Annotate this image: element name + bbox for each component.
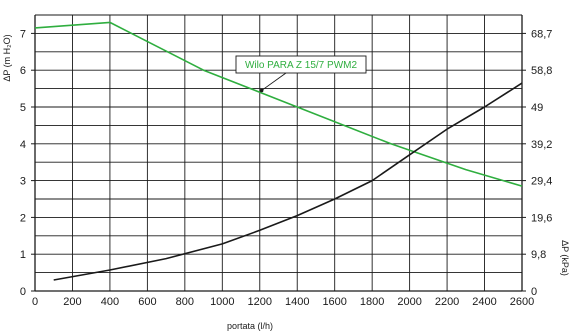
- y-tick-label-right: 39,2: [531, 139, 552, 151]
- y-tick-label-left: 6: [20, 65, 26, 77]
- x-tick-label: 600: [138, 296, 156, 308]
- x-tick-label: 0: [32, 296, 38, 308]
- y-axis-label-left: ΔP (m H₂O): [2, 34, 12, 81]
- series-layer: [34, 21, 523, 281]
- y-tick-label-left: 3: [20, 176, 26, 188]
- x-tick-label: 800: [176, 296, 194, 308]
- x-tick-label: 1400: [285, 296, 309, 308]
- y-tick-label-right: 19,6: [531, 212, 552, 224]
- x-tick-label: 2000: [397, 296, 421, 308]
- y-tick-label-right: 58,8: [531, 65, 552, 77]
- series-legend: Wilo PARA Z 15/7 PWM2: [235, 55, 367, 93]
- x-tick-label: 400: [101, 296, 119, 308]
- x-tick-label: 1600: [322, 296, 346, 308]
- y-tick-label-right: 9,8: [531, 249, 546, 261]
- legend-leader-dot: [259, 88, 264, 93]
- legend-label: Wilo PARA Z 15/7 PWM2: [245, 60, 358, 71]
- y-tick-label-right: 49: [531, 102, 543, 114]
- x-tick-label: 1800: [360, 296, 384, 308]
- y-tick-label-right: 0: [531, 286, 537, 298]
- tick-labels: 0 200 400 600 800 1000 1200 1400 1600 1800 2000 220…: [20, 28, 553, 308]
- x-tick-label: 1000: [210, 296, 234, 308]
- y-tick-label-right: 29,4: [531, 176, 552, 188]
- y-tick-label-left: 1: [20, 249, 26, 261]
- axes: [31, 15, 526, 292]
- y-tick-label-left: 5: [20, 102, 26, 114]
- x-tick-label: 2400: [472, 296, 496, 308]
- y-tick-label-right: 68,7: [531, 28, 552, 40]
- system-curve-line: [53, 82, 523, 281]
- pump-curve-line: [34, 21, 523, 187]
- x-tick-label: 1200: [248, 296, 272, 308]
- x-tick-label: 200: [63, 296, 81, 308]
- y-tick-label-left: 4: [20, 139, 26, 151]
- x-tick-label: 2200: [435, 296, 459, 308]
- legend-leader-line: [261, 72, 287, 91]
- x-tick-label: 2600: [510, 296, 534, 308]
- y-tick-label-left: 2: [20, 212, 26, 224]
- y-tick-label-left: 7: [20, 28, 26, 40]
- y-tick-label-left: 0: [20, 286, 26, 298]
- x-axis-label: portata (l/h): [227, 321, 273, 331]
- legend-box: [235, 55, 367, 74]
- y-axis-label-right: ΔP (kPa): [560, 240, 569, 276]
